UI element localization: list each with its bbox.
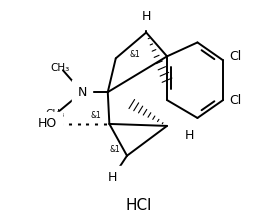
Text: CH₃: CH₃ <box>45 109 64 119</box>
Text: HCl: HCl <box>126 198 152 213</box>
Text: &1: &1 <box>110 145 121 154</box>
Text: CH₃: CH₃ <box>50 63 69 73</box>
Text: N: N <box>78 86 87 99</box>
Text: H: H <box>108 171 117 184</box>
Text: HO: HO <box>37 117 56 130</box>
Text: &1: &1 <box>129 50 140 59</box>
Text: Cl: Cl <box>229 50 242 63</box>
Text: H: H <box>185 129 194 142</box>
Text: &1: &1 <box>91 112 101 121</box>
Text: H: H <box>142 10 151 23</box>
Text: Cl: Cl <box>229 94 242 107</box>
